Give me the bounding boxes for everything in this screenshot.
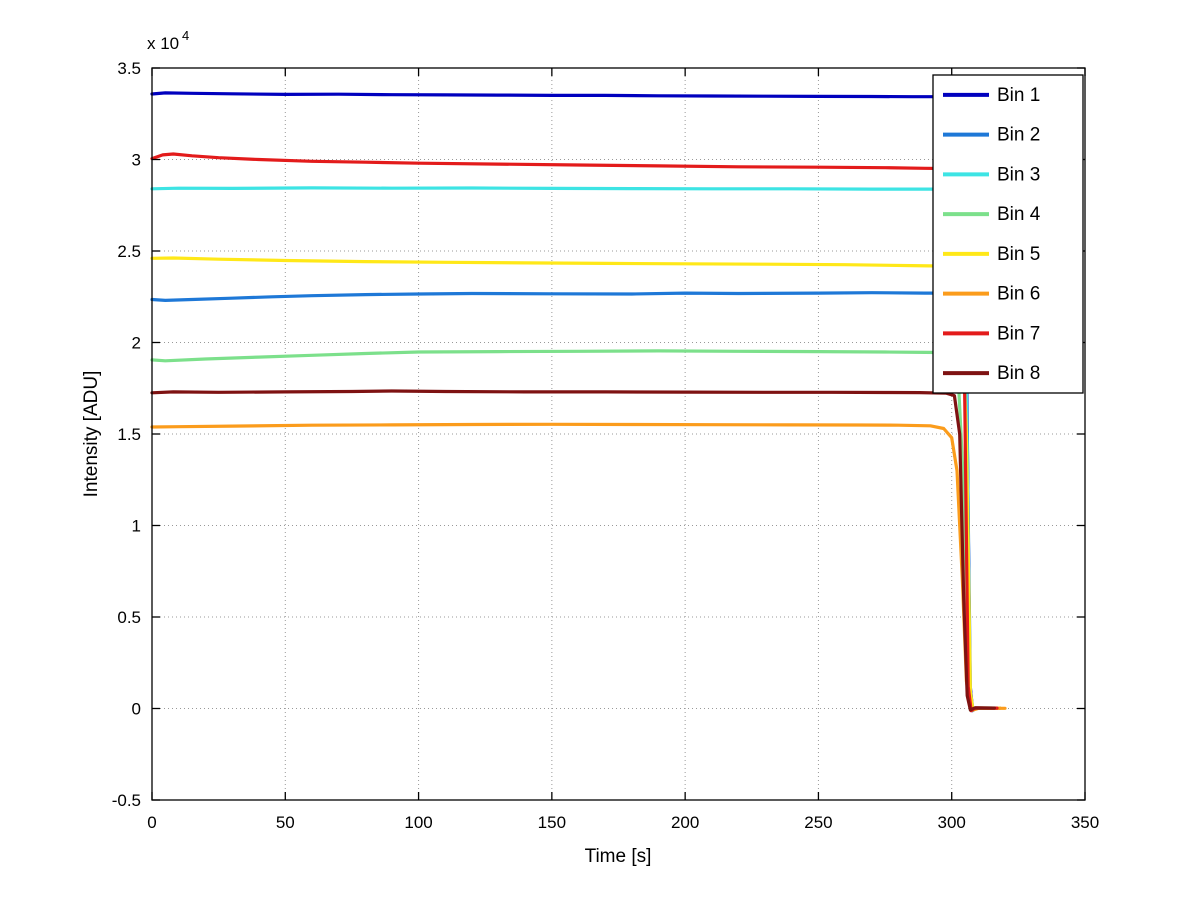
- series-lines: [150, 91, 1007, 713]
- legend-entry: Bin 6: [943, 284, 1040, 305]
- y-axis-exponent-base: x 10: [147, 34, 179, 53]
- legend: Bin 1 Bin 2 Bin 3 Bin 4 Bin 5 Bin 6 Bin 7 Bin 8: [932, 74, 1084, 394]
- y-tick-label: 3: [132, 151, 141, 170]
- legend-label: Bin 5: [997, 244, 1040, 265]
- x-tick-label: 50: [276, 813, 295, 832]
- x-tick-label: 200: [671, 813, 699, 832]
- legend-label: Bin 6: [997, 284, 1040, 305]
- x-tick-label: 0: [147, 813, 156, 832]
- legend-entry: Bin 1: [943, 85, 1040, 106]
- tick-labels: 0 50 100 150 200 250 300 350 -0.5 0 0.5 1 1.5 2 2.5 3 3.…: [112, 59, 1099, 832]
- legend-entry: Bin 5: [943, 244, 1040, 265]
- legend-entry: Bin 7: [943, 323, 1040, 344]
- x-tick-label: 350: [1071, 813, 1099, 832]
- series-line-bin-7: [150, 152, 999, 713]
- y-axis-label: Intensity [ADU]: [81, 371, 102, 498]
- legend-box: [932, 74, 1084, 394]
- legend-entry: Bin 8: [943, 363, 1040, 384]
- series-line-bin-1: [150, 91, 1002, 713]
- series-line-bin-8: [150, 389, 997, 712]
- series-line-bin-4: [150, 349, 997, 712]
- x-tick-label: 250: [804, 813, 832, 832]
- x-tick-label: 100: [404, 813, 432, 832]
- x-axis-label: Time [s]: [585, 846, 652, 867]
- y-axis-exponent-power: 4: [182, 28, 189, 43]
- legend-entry: Bin 3: [943, 164, 1040, 185]
- x-tick-label: 150: [538, 813, 566, 832]
- legend-entry: Bin 4: [943, 204, 1041, 225]
- y-tick-label: 0.5: [117, 608, 141, 627]
- y-tick-label: 3.5: [117, 59, 141, 78]
- legend-label: Bin 7: [997, 323, 1040, 344]
- y-tick-label: 2.5: [117, 242, 141, 261]
- legend-label: Bin 1: [997, 85, 1040, 106]
- legend-label: Bin 2: [997, 125, 1040, 146]
- legend-label: Bin 8: [997, 363, 1040, 384]
- y-tick-label: 1: [132, 517, 141, 536]
- series-line-bin-6: [150, 422, 1007, 712]
- legend-label: Bin 3: [997, 164, 1040, 185]
- axes: [151, 67, 1086, 801]
- y-tick-label: -0.5: [112, 791, 141, 810]
- x-tick-label: 300: [938, 813, 966, 832]
- legend-entry: Bin 2: [943, 125, 1040, 146]
- legend-label: Bin 4: [997, 204, 1041, 225]
- series-line-bin-5: [150, 256, 1002, 712]
- y-tick-label: 0: [132, 700, 141, 719]
- y-tick-label: 1.5: [117, 425, 141, 444]
- y-tick-label: 2: [132, 334, 141, 353]
